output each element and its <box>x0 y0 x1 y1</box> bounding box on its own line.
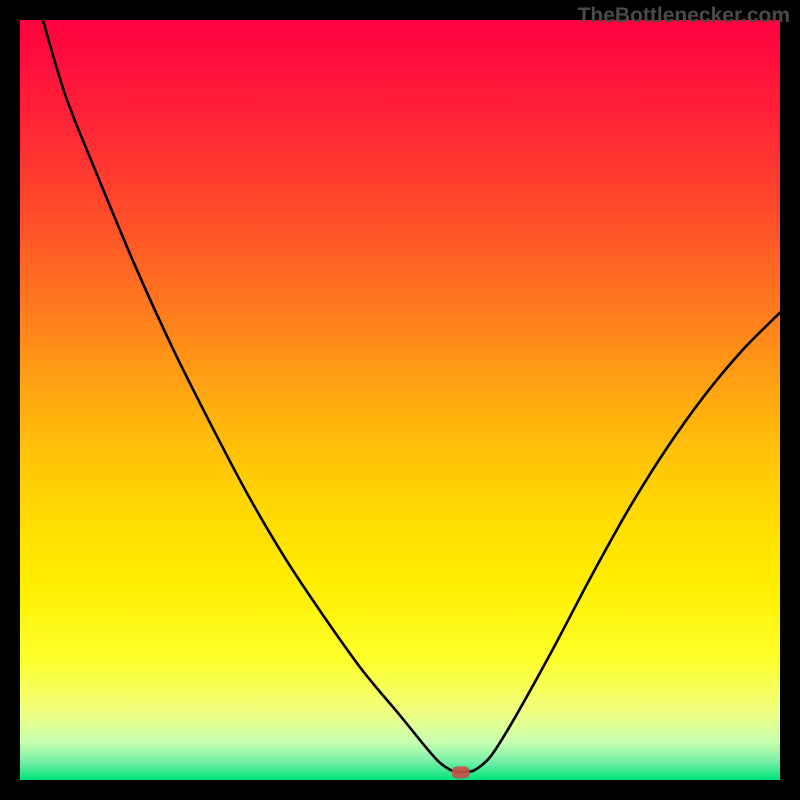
chart-canvas <box>0 0 800 800</box>
bottleneck-chart: TheBottlenecker.com <box>0 0 800 800</box>
optimal-marker <box>452 766 470 778</box>
plot-background <box>20 20 780 780</box>
watermark-text: TheBottlenecker.com <box>578 4 790 28</box>
